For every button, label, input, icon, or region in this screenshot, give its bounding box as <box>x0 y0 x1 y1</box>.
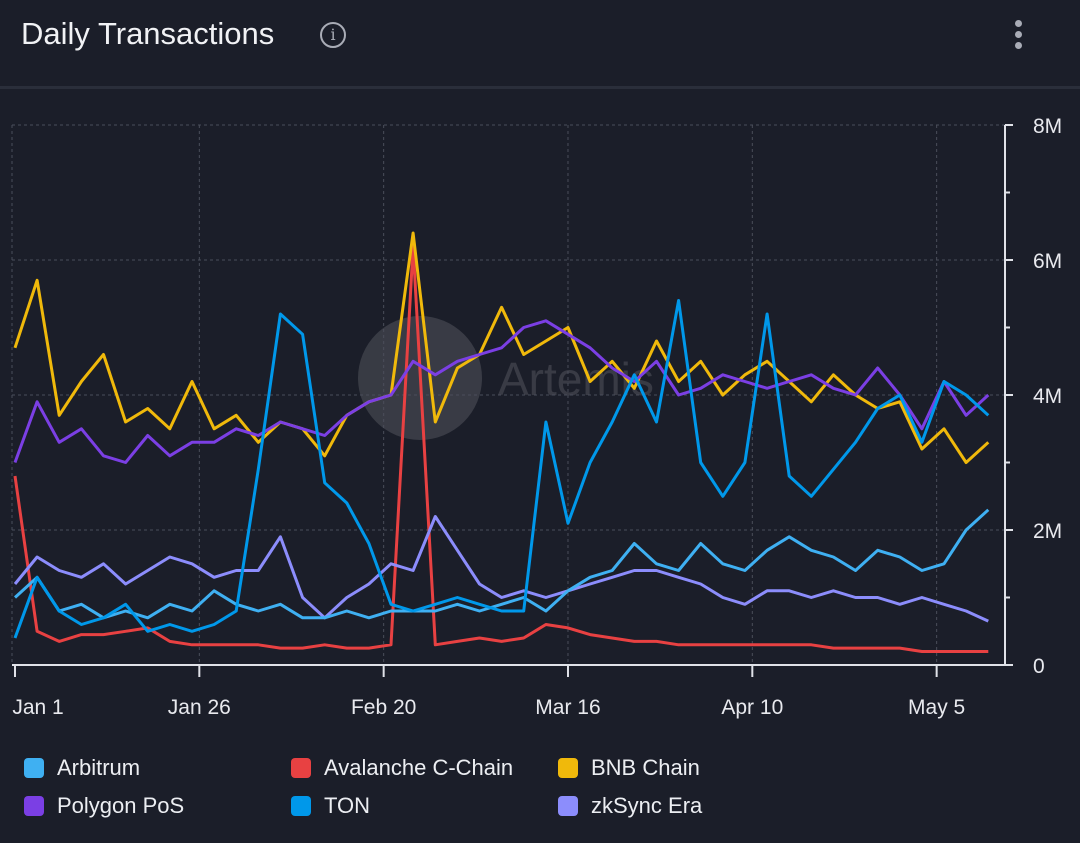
series-line-polygon-pos <box>13 319 990 464</box>
legend-item-arbitrum[interactable]: Arbitrum <box>24 755 291 781</box>
legend-item-bnb-chain[interactable]: BNB Chain <box>558 755 758 781</box>
y-tick-label: 0 <box>1033 655 1045 678</box>
legend-label: BNB Chain <box>591 755 700 780</box>
legend-item-ton[interactable]: TON <box>291 793 558 819</box>
legend-item-zksync-era[interactable]: zkSync Era <box>558 793 758 819</box>
chart-legend: Arbitrum Avalanche C-Chain BNB Chain Polygo… <box>24 755 758 819</box>
legend-item-avalanche-c-chain[interactable]: Avalanche C-Chain <box>291 755 558 781</box>
x-tick-label: Apr 10 <box>721 696 783 719</box>
x-tick-label: Jan 26 <box>168 696 231 719</box>
x-tick-label: Feb 20 <box>351 696 416 719</box>
legend-swatch <box>558 758 578 778</box>
legend-swatch <box>24 796 44 816</box>
chart-title: Daily Transactions <box>21 16 275 51</box>
legend-label: Avalanche C-Chain <box>324 755 514 780</box>
series-line-zksync-era <box>13 515 989 623</box>
series-line-arbitrum <box>13 508 990 620</box>
y-tick-label: 6M <box>1033 250 1062 273</box>
legend-swatch <box>291 796 311 816</box>
series-line-ton <box>13 299 990 639</box>
x-tick-label: May 5 <box>908 696 965 719</box>
legend-label: TON <box>324 793 371 818</box>
header-divider <box>0 86 1080 89</box>
kebab-menu-icon[interactable] <box>1008 20 1028 52</box>
series-line-avalanche-c-chain <box>13 245 989 653</box>
legend-swatch <box>24 758 44 778</box>
legend-label: Polygon PoS <box>57 793 185 818</box>
legend-swatch <box>558 796 578 816</box>
info-icon[interactable]: i <box>320 22 346 48</box>
legend-item-polygon-pos[interactable]: Polygon PoS <box>24 793 291 819</box>
x-tick-label: Jan 1 <box>12 696 63 719</box>
y-tick-label: 8M <box>1033 115 1062 138</box>
legend-swatch <box>291 758 311 778</box>
legend-label: zkSync Era <box>591 793 703 818</box>
x-tick-label: Mar 16 <box>535 696 600 719</box>
legend-label: Arbitrum <box>57 755 141 780</box>
y-tick-label: 4M <box>1033 385 1062 408</box>
y-tick-label: 2M <box>1033 520 1062 543</box>
